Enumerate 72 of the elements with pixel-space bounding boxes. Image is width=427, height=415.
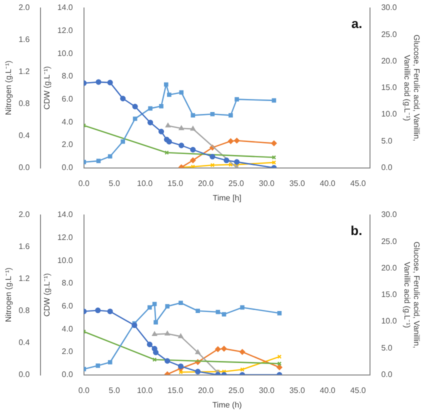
y2-tick-label: 15.0 <box>381 83 398 92</box>
y2-tick-label: 10.0 <box>381 110 398 119</box>
y-tick-label: 4.0 <box>62 117 74 126</box>
annotation: a. <box>351 16 362 32</box>
y2-tick-label: 20.0 <box>381 56 398 66</box>
x-tick-label: 15.0 <box>167 178 184 188</box>
y3-tick-label: 1.2 <box>18 274 30 284</box>
y2-tick-label: 5.0 <box>381 136 393 146</box>
y3-tick-label: 0.0 <box>18 163 30 172</box>
y2-axis-title: Glucose, Ferulic acid, Vanillin, Vanillic acid (g.L⁻¹) <box>402 242 421 348</box>
x-tick-label: 45.0 <box>350 386 366 395</box>
x-tick-label: 20.0 <box>198 178 214 188</box>
annotation: b. <box>350 223 362 238</box>
y-tick-label: 0.0 <box>62 163 74 172</box>
x-tick-label: 5.0 <box>108 386 120 395</box>
y3-tick-label: 0.4 <box>18 131 30 140</box>
x-tick-label: 15.0 <box>167 386 184 395</box>
y2-tick-label: 0.0 <box>381 163 393 172</box>
x-axis-title: Time [h] <box>212 193 242 202</box>
y-tick-label: 2.0 <box>62 140 74 150</box>
y3-tick-label: 0.0 <box>18 370 30 380</box>
y2-tick-label: 20.0 <box>381 263 398 272</box>
x-tick-label: 35.0 <box>289 386 306 395</box>
y-tick-label: 10.0 <box>57 256 74 265</box>
y3-tick-label: 2.0 <box>18 3 30 12</box>
x-tick-label: 30.0 <box>258 386 275 395</box>
y2-axis-title: Glucose, Ferulic acid, Vanillin, Vanillic acid (g.L⁻¹) <box>402 34 421 142</box>
y-tick-label: 14.0 <box>57 3 74 12</box>
x-tick-label: 10.0 <box>137 178 154 188</box>
x-tick-label: 45.0 <box>350 178 366 188</box>
y-tick-label: 8.0 <box>62 278 74 288</box>
x-tick-label: 40.0 <box>320 178 336 188</box>
y3-tick-label: 1.2 <box>18 67 30 76</box>
x-tick-label: 0.0 <box>78 386 90 395</box>
x-tick-label: 0.0 <box>78 178 90 188</box>
y-tick-label: 6.0 <box>62 302 74 311</box>
y2-tick-label: 25.0 <box>381 236 398 246</box>
y-axis-title: CDW (g.L⁻¹) <box>42 272 52 317</box>
y-tick-label: 0.0 <box>62 370 74 380</box>
y3-tick-label: 1.6 <box>18 35 30 44</box>
y-tick-label: 12.0 <box>57 233 74 242</box>
x-tick-label: 5.0 <box>108 178 120 188</box>
x-tick-label: 30.0 <box>258 178 275 188</box>
x-tick-label: 20.0 <box>198 386 214 395</box>
y-tick-label: 4.0 <box>62 324 74 334</box>
x-tick-label: 25.0 <box>228 386 245 395</box>
y-tick-label: 6.0 <box>62 94 74 104</box>
y-axis-title: CDW (g.L⁻¹) <box>42 66 52 110</box>
y2-tick-label: 5.0 <box>381 343 393 352</box>
y2-tick-label: 30.0 <box>381 3 398 12</box>
y3-axis-title: Nitrogen (g.L⁻¹) <box>4 60 14 116</box>
y-tick-label: 10.0 <box>57 48 74 58</box>
y2-tick-label: 30.0 <box>381 210 398 220</box>
y2-tick-label: 10.0 <box>381 316 398 326</box>
y3-tick-label: 2.0 <box>18 210 30 220</box>
y2-tick-label: 15.0 <box>381 290 398 300</box>
y-tick-label: 12.0 <box>57 26 74 36</box>
y3-axis-title: Nitrogen (g.L⁻¹) <box>4 267 14 322</box>
y-tick-label: 14.0 <box>57 210 74 220</box>
y3-tick-label: 0.8 <box>18 99 30 108</box>
x-tick-label: 25.0 <box>228 178 245 188</box>
y3-tick-label: 0.4 <box>18 338 30 348</box>
y-tick-label: 8.0 <box>62 72 74 81</box>
y3-tick-label: 0.8 <box>18 306 30 316</box>
y-tick-label: 2.0 <box>62 347 74 356</box>
y2-tick-label: 25.0 <box>381 30 398 39</box>
y3-tick-label: 1.6 <box>18 242 30 252</box>
y2-tick-label: 0.0 <box>381 370 393 380</box>
x-axis-title: Time (h) <box>212 400 242 410</box>
x-tick-label: 10.0 <box>137 386 154 395</box>
x-tick-label: 40.0 <box>320 386 336 395</box>
x-tick-label: 35.0 <box>289 178 306 188</box>
